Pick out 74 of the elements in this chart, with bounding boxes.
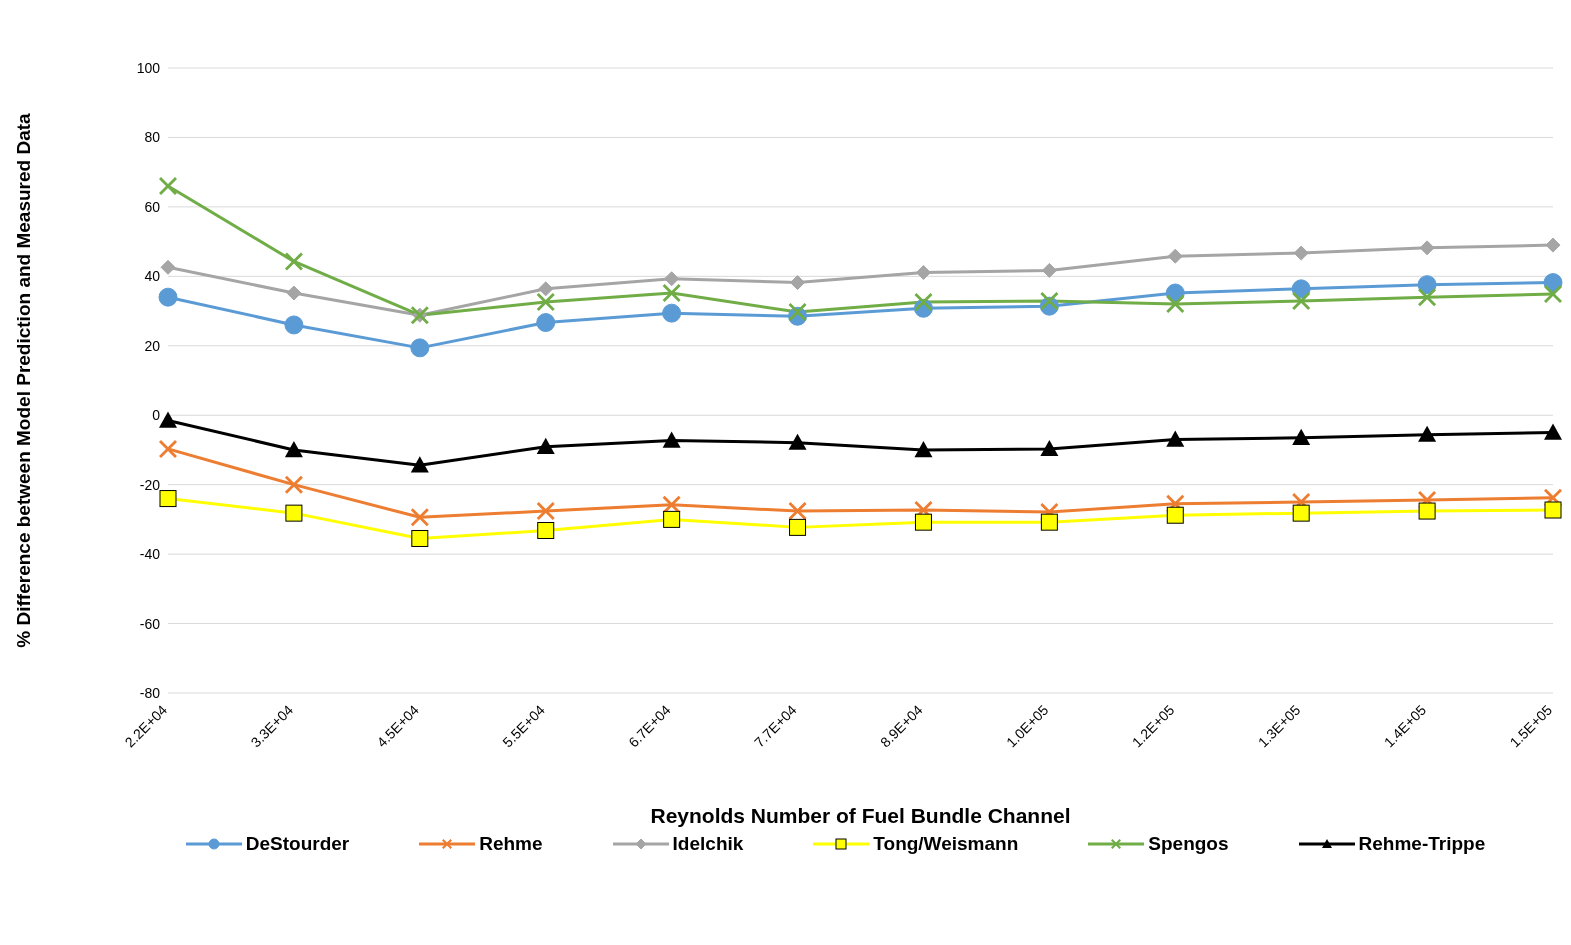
point: [1292, 291, 1311, 310]
y-tick-label: 20: [144, 337, 161, 354]
point: [160, 259, 176, 275]
point: [662, 431, 681, 448]
point: [411, 529, 429, 547]
point: [536, 293, 555, 312]
point: [663, 510, 681, 528]
legend-label: Rehme: [479, 833, 543, 855]
point: [1544, 501, 1562, 519]
point: [790, 275, 806, 291]
y-tick-label: -80: [139, 684, 161, 701]
point: [410, 338, 430, 358]
x-axis-title: Reynolds Number of Fuel Bundle Channel: [650, 804, 1071, 827]
point: [788, 502, 807, 521]
point: [1166, 506, 1184, 524]
point: [284, 315, 304, 335]
point: [1040, 291, 1059, 310]
point: [788, 433, 807, 450]
point: [1544, 423, 1562, 440]
point: [1418, 502, 1436, 520]
y-tick-label: 100: [136, 59, 161, 76]
point: [914, 293, 933, 312]
point: [664, 271, 680, 287]
point: [1418, 425, 1437, 442]
point: [537, 522, 555, 539]
point: [536, 502, 555, 521]
legend-label: Rehme-Trippe: [1358, 833, 1486, 855]
point: [915, 265, 931, 281]
point: [1419, 240, 1435, 256]
y-tick-label: 0: [152, 407, 161, 424]
y-tick-label: -40: [139, 546, 161, 563]
legend-label: Spengos: [1148, 833, 1229, 855]
point: [789, 518, 807, 536]
point: [914, 440, 933, 458]
point: [1544, 285, 1562, 304]
point: [159, 411, 177, 428]
point: [662, 284, 681, 302]
point: [914, 513, 932, 531]
point: [159, 177, 177, 196]
point: [536, 313, 556, 333]
point: [284, 252, 303, 271]
point: [1418, 288, 1437, 307]
y-tick-label: 60: [144, 198, 161, 215]
point: [410, 508, 429, 527]
point: [538, 281, 554, 297]
point: [1166, 295, 1185, 314]
point: [1545, 237, 1561, 253]
point: [158, 287, 178, 307]
point: [1292, 428, 1311, 445]
y-tick-label: -60: [139, 615, 161, 632]
point: [410, 456, 429, 473]
point: [284, 440, 303, 458]
legend-label: Idelchik: [672, 833, 744, 855]
legend-label: Tong/Weismann: [873, 833, 1019, 855]
y-axis-title: % Difference between Model Prediction and Measured Data: [12, 112, 34, 648]
point: [1166, 430, 1185, 447]
point: [662, 303, 682, 323]
point: [1167, 248, 1183, 264]
point: [1293, 245, 1309, 261]
point: [284, 475, 303, 494]
legend-label: DeStourder: [245, 833, 350, 855]
y-tick-label: 80: [144, 129, 161, 146]
point: [1040, 439, 1059, 457]
point: [1041, 262, 1057, 278]
y-tick-label: 40: [144, 268, 161, 285]
point: [1292, 504, 1310, 522]
point: [1040, 513, 1058, 531]
point: [286, 285, 302, 301]
y-tick-label: -20: [139, 476, 161, 493]
point: [159, 490, 177, 508]
point: [536, 437, 555, 455]
point: [285, 504, 303, 522]
point: [159, 439, 177, 458]
point: [1417, 275, 1437, 295]
